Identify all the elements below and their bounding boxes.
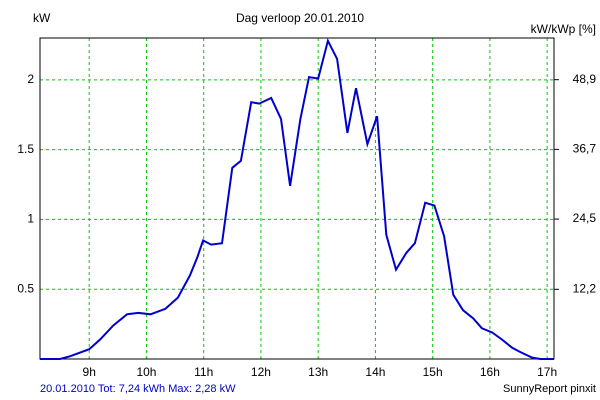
y2-tick-label: 24,5 — [573, 211, 597, 225]
data-line — [40, 37, 554, 360]
x-tick-label: 9h — [83, 365, 96, 379]
x-tick-label: 15h — [423, 365, 443, 379]
y-tick-label: 1 — [27, 212, 34, 226]
y2-tick-label: 48,9 — [573, 72, 597, 86]
x-tick-label: 12h — [251, 365, 271, 379]
x-tick-label: 14h — [365, 365, 385, 379]
x-tick-label: 13h — [308, 365, 328, 379]
chart-title: Dag verloop 20.01.2010 — [236, 11, 364, 25]
footer-summary: 20.01.2010 Tot: 7,24 kWh Max: 2,28 kW — [40, 383, 236, 395]
x-tick-label: 17h — [537, 365, 557, 379]
y-tick-label: 1.5 — [17, 142, 34, 156]
y2-axis-label: kW/kWp [%] — [531, 22, 596, 36]
plot-frame — [39, 37, 555, 360]
x-tick-label: 11h — [194, 365, 213, 379]
x-tick-label: 10h — [136, 365, 156, 379]
footer-credit: SunnyReport pinxit — [503, 383, 596, 395]
y-tick-label: 0.5 — [17, 281, 34, 295]
x-tick-label: 16h — [480, 365, 500, 379]
y-axis-label: kW — [33, 11, 51, 25]
y2-tick-label: 36,7 — [573, 142, 597, 156]
y2-tick-label: 12,2 — [573, 281, 597, 295]
y-tick-label: 2 — [27, 72, 34, 86]
